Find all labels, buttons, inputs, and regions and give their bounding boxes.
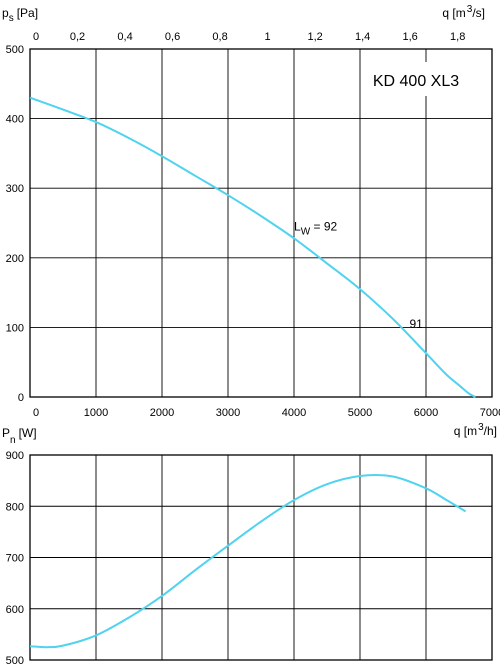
sound-power-label-92-text: L <box>294 219 301 233</box>
model-label-box: KD 400 XL3 <box>361 62 471 96</box>
pressure-ylabel-sub: s <box>9 13 14 24</box>
pressure-grid <box>29 48 493 398</box>
pressure-y-tick-label: 0 <box>18 392 24 404</box>
pressure-plot-frame <box>29 48 493 398</box>
power-curve <box>29 474 467 649</box>
pressure-ylabel-symbol: p <box>2 6 9 20</box>
power-chart: 500 600 700 800 900 Pn[W] <box>2 426 493 664</box>
pressure-annotations: LW = 92 91 <box>294 219 423 330</box>
top-x-tick-label: 1,8 <box>450 31 465 43</box>
top-x-tick-label: 0 <box>33 31 39 43</box>
sound-power-label-92-sub: W <box>301 226 311 237</box>
power-ylabel-unit: [W] <box>19 426 37 440</box>
pressure-y-tick-label: 300 <box>6 183 24 195</box>
bottom-xlabel-sup: 3 <box>478 422 484 433</box>
bottom-xlabel-text: q [m <box>454 424 477 438</box>
bottom-xlabel-tail: /h] <box>484 424 497 438</box>
power-ylabel: Pn[W] <box>2 426 37 446</box>
pressure-ylabel-unit: [Pa] <box>17 6 38 20</box>
pressure-ylabel: ps [Pa] <box>2 6 38 24</box>
bottom-xlabel: q [m3/h] <box>454 422 497 438</box>
top-x-tick-label: 0,4 <box>117 31 132 43</box>
pressure-y-ticks: 0 100 200 300 400 500 <box>6 44 24 404</box>
pressure-y-tick-label: 400 <box>6 114 24 126</box>
top-x-tick-label: 1,4 <box>355 31 370 43</box>
pressure-curve <box>29 96 476 398</box>
x-tick-label: 0 <box>33 407 39 419</box>
x-tick-label: 2000 <box>150 407 174 419</box>
power-y-tick-label: 600 <box>6 604 24 616</box>
pressure-chart: 0 100 200 300 400 500 0 1000 2000 3000 4000 5000 60… <box>2 4 500 438</box>
top-x-tick-label: 1,6 <box>403 31 418 43</box>
model-label: KD 400 XL3 <box>373 73 459 90</box>
power-grid <box>29 454 493 661</box>
pressure-top-ticks: 0 0,2 0,4 0,6 0,8 1 1,2 1,4 1,6 1,8 <box>33 31 465 43</box>
pressure-y-tick-label: 500 <box>6 44 24 56</box>
top-xlabel-sup: 3 <box>467 4 473 15</box>
sound-power-label-92: LW = 92 <box>294 219 337 237</box>
top-x-tick-label: 1,2 <box>307 31 322 43</box>
top-x-tick-label: 0,6 <box>165 31 180 43</box>
top-xlabel: q [m3/s] <box>442 4 485 20</box>
power-y-tick-label: 500 <box>6 655 24 664</box>
top-xlabel-tail: /s] <box>472 6 485 20</box>
pressure-y-tick-label: 100 <box>6 322 24 334</box>
top-x-tick-label: 0,8 <box>212 31 227 43</box>
x-tick-label: 5000 <box>348 407 372 419</box>
top-xlabel-text: q [m <box>442 6 465 20</box>
sound-power-label-92-tail: = 92 <box>310 219 337 233</box>
x-tick-label: 3000 <box>216 407 240 419</box>
x-tick-label: 6000 <box>414 407 438 419</box>
x-tick-label: 1000 <box>84 407 108 419</box>
power-ylabel-sub: n <box>10 435 16 446</box>
pressure-y-tick-label: 200 <box>6 253 24 265</box>
power-y-tick-label: 900 <box>6 450 24 462</box>
power-ylabel-symbol: P <box>2 426 10 440</box>
power-y-ticks: 500 600 700 800 900 <box>6 450 24 664</box>
power-plot-frame <box>29 454 493 661</box>
power-y-tick-label: 800 <box>6 501 24 513</box>
sound-power-label-91: 91 <box>410 317 424 331</box>
x-tick-label: 4000 <box>282 407 306 419</box>
power-y-tick-label: 700 <box>6 553 24 565</box>
top-x-tick-label: 1 <box>265 31 271 43</box>
top-x-tick-label: 0,2 <box>70 31 85 43</box>
